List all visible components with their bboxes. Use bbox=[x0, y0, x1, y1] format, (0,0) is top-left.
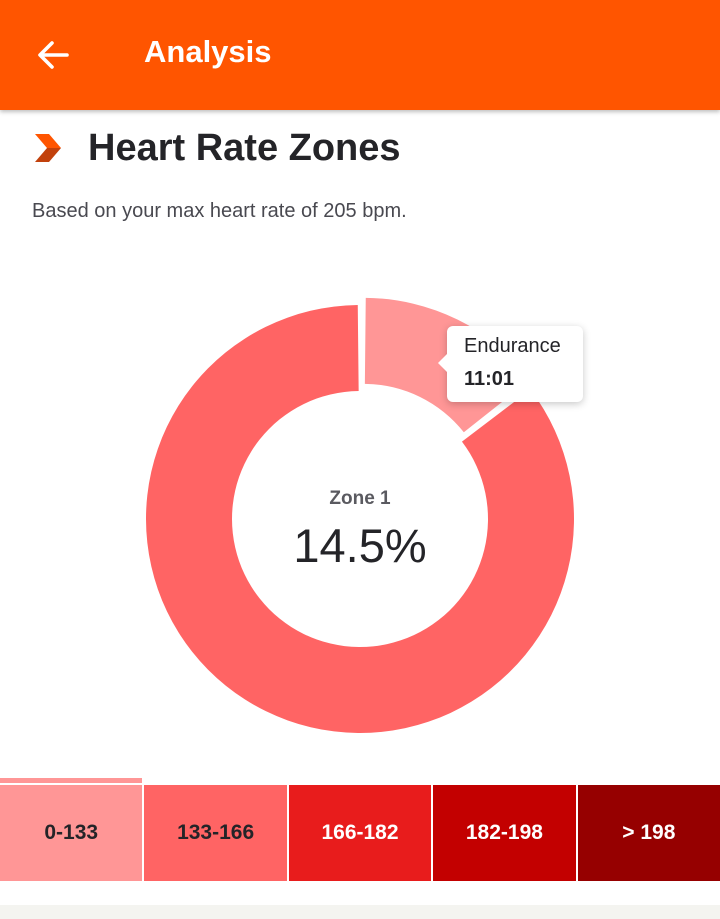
arrow-left-icon bbox=[38, 41, 69, 69]
donut-center-label: Zone 1 bbox=[329, 488, 391, 509]
donut-slice-2[interactable] bbox=[145, 305, 575, 733]
chevron-right-icon bbox=[35, 134, 61, 162]
zone-tab-1[interactable]: 0-133 bbox=[0, 785, 145, 881]
donut-center-value: 14.5% bbox=[293, 519, 427, 572]
zone-tab-5[interactable]: > 198 bbox=[577, 785, 720, 881]
back-button[interactable] bbox=[22, 25, 84, 85]
selected-zone-indicator bbox=[0, 778, 142, 783]
section-subtitle: Based on your max heart rate of 205 bpm. bbox=[32, 200, 407, 222]
zone-selector: 0-133 133-166 166-182 182-198 > 198 bbox=[0, 785, 720, 881]
tooltip-label: Endurance bbox=[464, 335, 561, 357]
zone-tab-4[interactable]: 182-198 bbox=[433, 785, 578, 881]
zone-tab-2[interactable]: 133-166 bbox=[144, 785, 289, 881]
tooltip-value: 11:01 bbox=[464, 368, 515, 390]
app-bar: Analysis bbox=[0, 0, 720, 110]
bottom-divider bbox=[0, 905, 720, 919]
zone-tab-3[interactable]: 166-182 bbox=[288, 785, 434, 881]
chart-tooltip: Endurance 11:01 bbox=[438, 326, 583, 402]
section-title: Heart Rate Zones bbox=[88, 127, 401, 169]
app-title: Analysis bbox=[144, 34, 272, 69]
